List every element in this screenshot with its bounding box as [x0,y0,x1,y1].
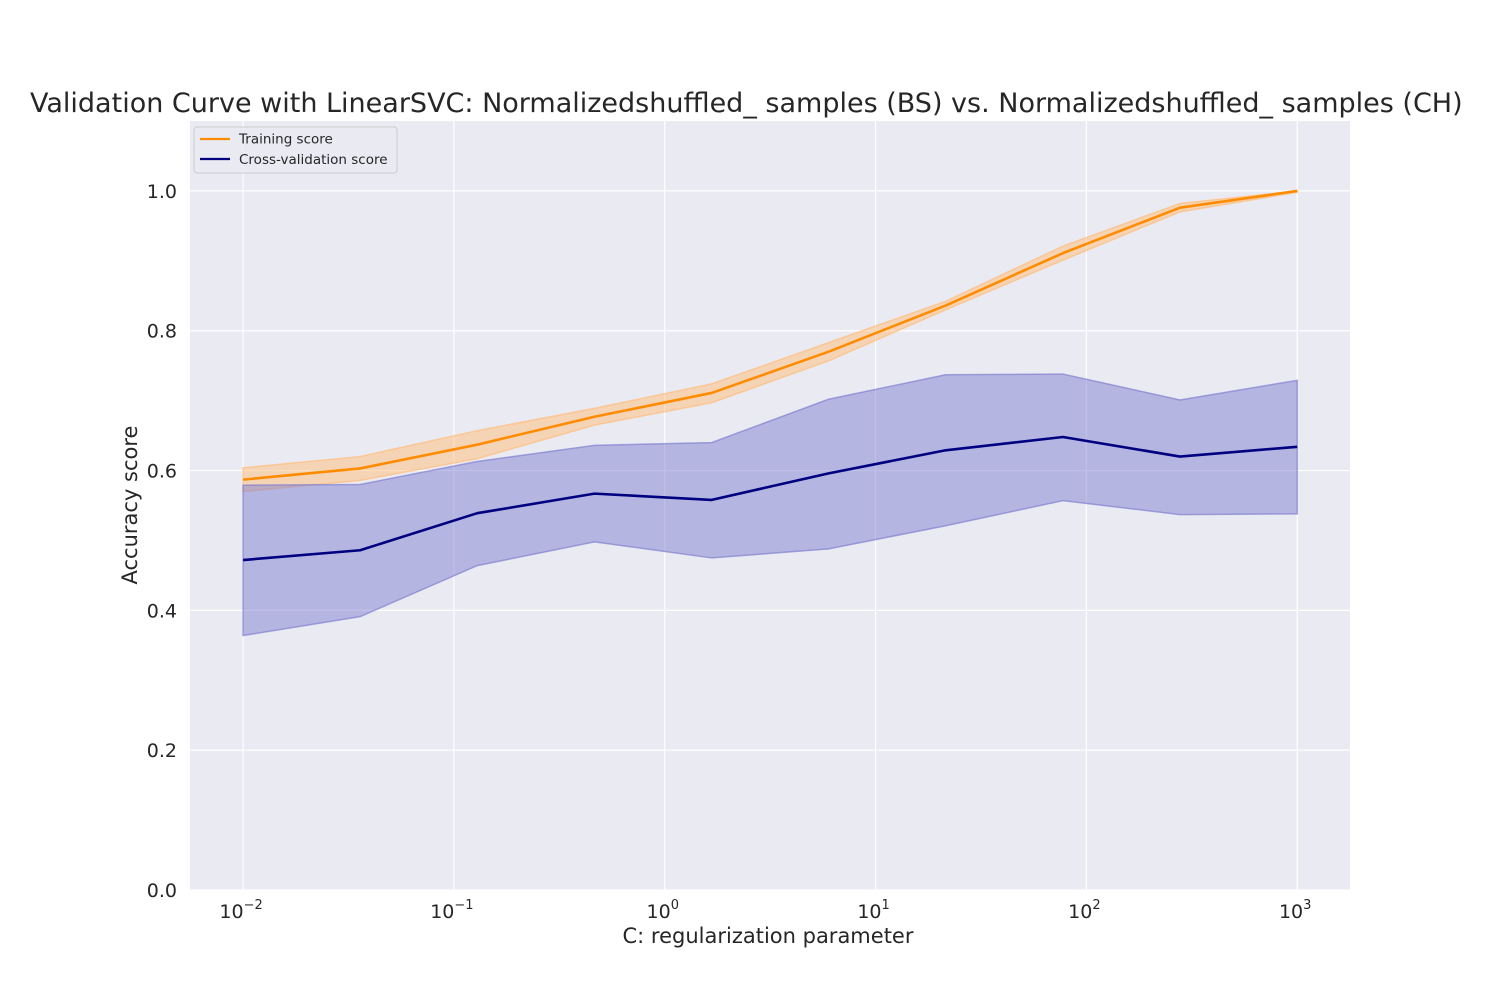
x-tick-base: 10 [647,901,671,923]
legend: Training score Cross-validation score [193,126,398,174]
x-tick-exponent: 1 [882,898,890,913]
y-tick-label: 0.4 [147,600,177,622]
legend-label-cross-validation: Cross-validation score [239,152,388,168]
chart-title: Validation Curve with LinearSVC: Normali… [30,88,1463,119]
x-tick-labels: 10−2 10−1 100 101 102 103 [219,898,1311,923]
x-axis-label: C: regularization parameter [623,924,914,948]
x-tick-label: 10−1 [430,898,473,923]
y-tick-label: 0.0 [147,880,177,902]
legend-label-training: Training score [238,132,333,148]
y-tick-label: 0.8 [147,321,177,343]
x-tick-label: 101 [857,898,889,923]
x-tick-base: 10 [1279,901,1303,923]
y-tick-label: 1.0 [147,181,177,203]
x-tick-exponent: 3 [1303,898,1311,913]
x-tick-exponent: −2 [244,898,263,913]
legend-box [193,126,398,174]
x-tick-label: 10−2 [219,898,262,923]
x-tick-base: 10 [1068,901,1092,923]
x-tick-exponent: 2 [1092,898,1100,913]
x-tick-base: 10 [219,901,243,923]
x-tick-base: 10 [857,901,881,923]
x-tick-base: 10 [430,901,454,923]
y-axis-label: Accuracy score [118,426,142,585]
x-tick-label: 100 [647,898,679,923]
x-tick-label: 103 [1279,898,1311,923]
x-tick-exponent: 0 [671,898,679,913]
x-tick-exponent: −1 [454,898,473,913]
score-lines [242,189,1298,562]
cross-validation-score-line [242,435,1298,562]
training-score-line [242,189,1298,481]
y-tick-labels: 0.0 0.2 0.4 0.6 0.8 1.0 [147,181,177,902]
x-tick-label: 102 [1068,898,1100,923]
y-tick-label: 0.6 [147,461,177,483]
y-tick-label: 0.2 [147,740,177,762]
